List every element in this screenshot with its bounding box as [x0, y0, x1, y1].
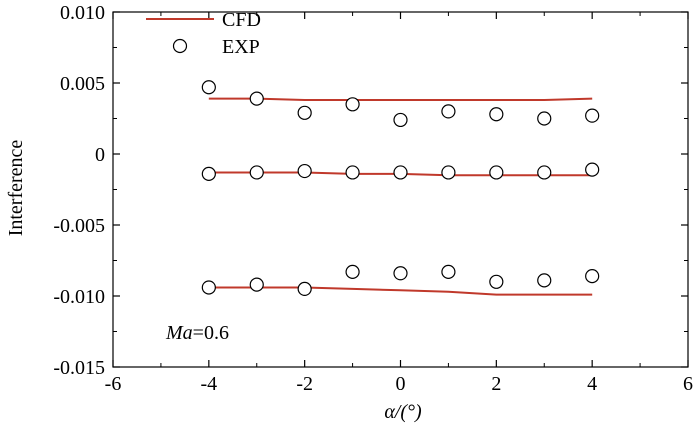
- exp-data-point: [249, 277, 264, 292]
- exp-data-point: [345, 97, 360, 112]
- exp-data-point: [489, 107, 504, 122]
- exp-data-point: [489, 274, 504, 289]
- exp-data-point: [345, 165, 360, 180]
- cfd-series-line: [208, 97, 593, 101]
- y-tick-label: -0.015: [53, 357, 105, 379]
- legend-cfd-label: CFD: [222, 9, 261, 31]
- exp-data-point: [249, 165, 264, 180]
- exp-data-point: [585, 108, 600, 123]
- exp-data-point: [297, 163, 312, 179]
- exp-data-point: [537, 273, 552, 288]
- legend: CFD EXP: [146, 9, 261, 58]
- exp-data-point: [441, 264, 456, 279]
- mach-value: =0.6: [193, 322, 229, 344]
- series-layer: [201, 80, 600, 296]
- legend-exp-marker: [172, 38, 188, 54]
- plot-frame: [112, 11, 689, 368]
- x-axis-label: α/(°): [384, 401, 422, 423]
- exp-data-point: [489, 165, 504, 180]
- exp-data-point: [585, 162, 600, 177]
- exp-data-point: [249, 91, 264, 106]
- exp-data-point: [585, 269, 600, 284]
- exp-data-point: [201, 80, 216, 95]
- x-tick-label: 4: [587, 373, 597, 395]
- exp-data-point: [345, 264, 360, 279]
- y-tick-label: 0.005: [60, 73, 105, 95]
- exp-data-point: [393, 112, 408, 128]
- exp-data-point: [201, 166, 216, 181]
- exp-data-point: [441, 165, 456, 180]
- y-axis-label: Interference: [5, 140, 27, 237]
- x-tick-label: -6: [105, 373, 122, 395]
- x-tick-label: -4: [200, 373, 217, 395]
- y-tick-label: 0: [95, 144, 105, 166]
- x-tick-label: 0: [396, 373, 406, 395]
- legend-exp-label: EXP: [222, 36, 260, 58]
- exp-data-point: [297, 281, 312, 296]
- axis-ticks: [112, 11, 689, 368]
- mach-symbol: Ma: [165, 322, 193, 344]
- mach-annotation: Ma=0.6: [165, 322, 229, 344]
- exp-data-point: [393, 165, 408, 180]
- exp-data-point: [537, 165, 552, 180]
- exp-data-point: [393, 266, 408, 281]
- x-tick-label: 2: [491, 373, 501, 395]
- x-tick-label: 6: [683, 373, 693, 395]
- exp-data-point: [201, 280, 216, 295]
- exp-data-point: [297, 105, 312, 120]
- tick-labels: -6 -4 -2 0 2 4 6 -0.015 -0.010 -0.005 0 0.005 0.010: [53, 2, 693, 395]
- x-tick-label: -2: [296, 373, 313, 395]
- exp-data-point: [441, 104, 456, 119]
- y-tick-label: -0.010: [53, 286, 105, 308]
- y-tick-label: -0.005: [53, 215, 105, 237]
- y-tick-label: 0.010: [60, 2, 105, 24]
- exp-data-point: [537, 111, 552, 126]
- cfd-series-line: [208, 286, 593, 296]
